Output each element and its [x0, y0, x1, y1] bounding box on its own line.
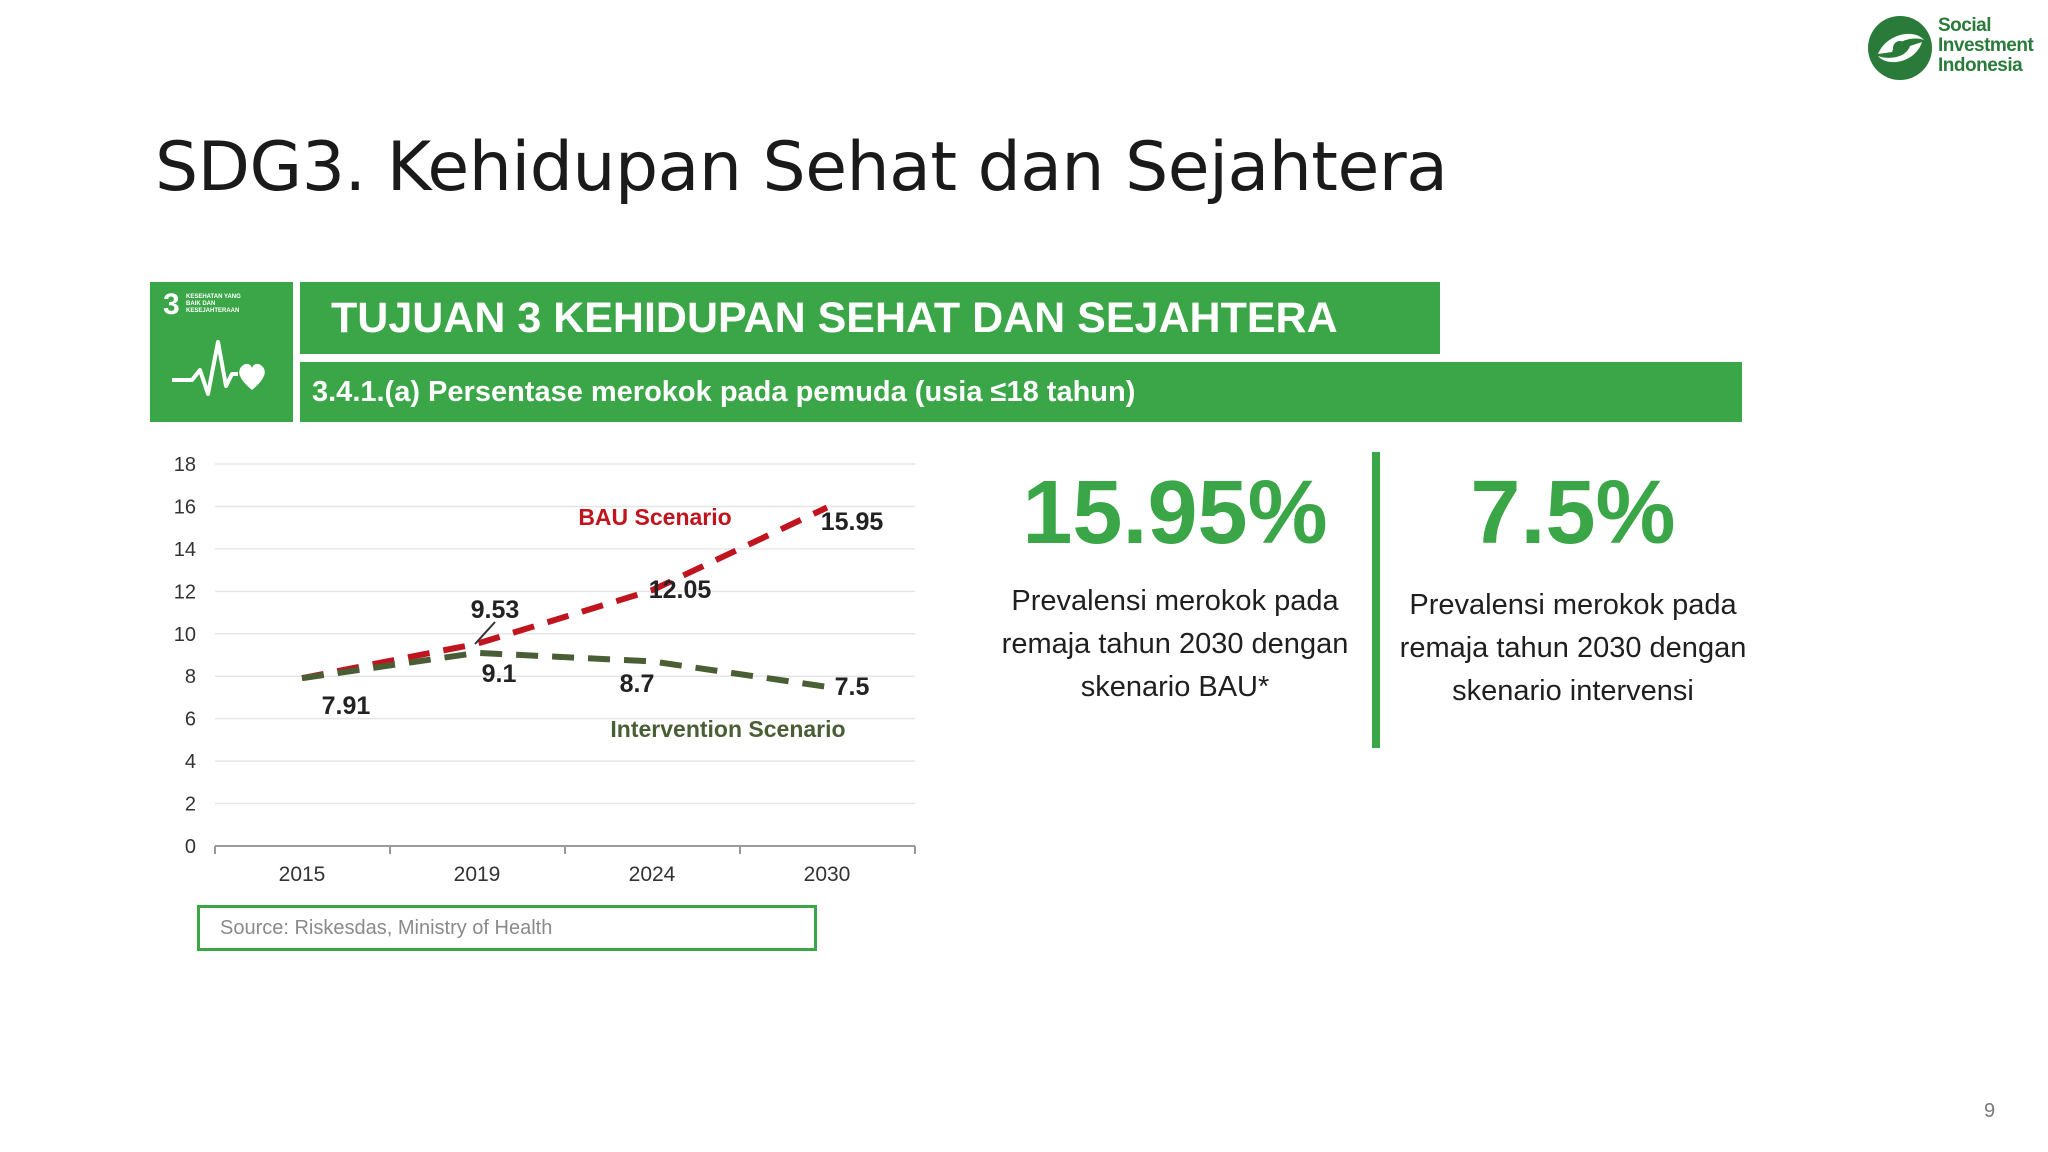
- series-label-intervention: Intervention Scenario: [610, 716, 845, 742]
- logo-line-1: Social: [1938, 15, 1991, 36]
- logo-line-3: Indonesia: [1938, 55, 2023, 76]
- label-9-1: 9.1: [482, 660, 517, 688]
- logo-mark-icon: [1868, 16, 1932, 80]
- y-tick-label: 18: [174, 454, 196, 476]
- indicator-banner: 3.4.1.(a) Persentase merokok pada pemuda…: [300, 362, 1742, 422]
- kpi-intervention-value: 7.5%: [1470, 463, 1676, 563]
- x-tick-label: 2019: [454, 863, 501, 886]
- goal-banner-title: TUJUAN 3 KEHIDUPAN SEHAT DAN SEJAHTERA: [300, 282, 1440, 354]
- sdg-number: 3: [163, 288, 180, 321]
- y-tick-label: 4: [185, 751, 196, 773]
- y-tick-label: 8: [185, 666, 196, 688]
- series-line-bau: [301, 504, 829, 682]
- y-tick-label: 2: [185, 794, 196, 816]
- kpi-intervention-description: Prevalensi merokok pada remaja tahun 203…: [1399, 589, 1747, 707]
- logo-line-2: Investment: [1938, 35, 2034, 56]
- x-tick-label: 2030: [804, 863, 851, 886]
- sdg-tile-caption: KESEHATAN YANG BAIK DAN KESEJAHTERAAN: [186, 294, 241, 314]
- y-tick-label: 16: [174, 496, 196, 518]
- kpi-divider: [1372, 452, 1380, 748]
- source-note: Source: Riskesdas, Ministry of Health: [197, 905, 817, 951]
- smoking-prevalence-chart: 0 2 4 6 8 10 12 14 16 18 2015 2019 2024 2030 7.91 9.53 1…: [174, 454, 916, 886]
- page-number: 9: [1984, 1100, 1996, 1122]
- series-label-bau: BAU Scenario: [578, 504, 731, 530]
- slide-title: SDG3. Kehidupan Sehat dan Sejahtera: [155, 128, 1448, 207]
- label-12-05: 12.05: [649, 576, 712, 604]
- y-tick-label: 12: [174, 581, 196, 603]
- kpi-bau-value: 15.95%: [1022, 463, 1328, 563]
- heartbeat-icon: [172, 340, 265, 396]
- y-tick-label: 10: [174, 624, 196, 646]
- x-tick-label: 2015: [279, 863, 326, 886]
- kpi-bau-description: Prevalensi merokok pada remaja tahun 203…: [1001, 585, 1349, 703]
- y-tick-label: 0: [185, 836, 196, 858]
- x-tick-label: 2024: [629, 863, 676, 886]
- sdg3-tile: 3 KESEHATAN YANG BAIK DAN KESEJAHTERAAN: [150, 282, 293, 422]
- label-7-5: 7.5: [835, 673, 870, 701]
- label-7-91: 7.91: [322, 692, 371, 720]
- label-9-53: 9.53: [471, 596, 520, 624]
- series-line-intervention: [301, 649, 828, 690]
- logo: Social Investment Indonesia: [1866, 12, 2041, 84]
- y-tick-label: 6: [185, 709, 196, 731]
- logo-text: Social Investment Indonesia: [1938, 16, 2043, 76]
- y-tick-label: 14: [174, 539, 196, 561]
- label-15-95: 15.95: [821, 508, 884, 536]
- label-8-7: 8.7: [620, 670, 655, 698]
- label-pointer: [474, 621, 496, 645]
